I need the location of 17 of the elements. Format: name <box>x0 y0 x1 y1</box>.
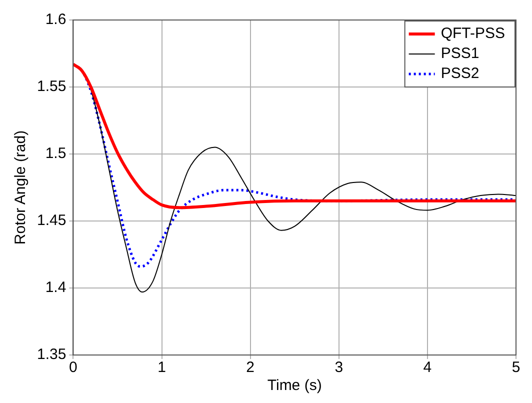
legend-label: QFT-PSS <box>440 25 506 42</box>
x-tick-label: 3 <box>334 359 344 376</box>
x-axis-title: Time (s) <box>267 377 322 394</box>
x-tick-label: 2 <box>246 359 254 376</box>
x-tick-label: 4 <box>423 359 432 376</box>
x-tick-label: 1 <box>158 359 166 376</box>
y-tick-label: 1.5 <box>45 145 66 162</box>
y-tick-label: 1.4 <box>45 279 66 296</box>
x-tick-label: 5 <box>512 359 520 376</box>
legend-label: PSS2 <box>440 65 480 82</box>
y-tick-label: 1.35 <box>36 346 66 364</box>
y-tick-label: 1.55 <box>36 78 66 96</box>
y-axis-title: Rotor Angle (rad) <box>12 130 30 245</box>
x-tick-label: 0 <box>69 359 78 376</box>
y-tick-label: 1.6 <box>45 11 66 28</box>
y-tick-label: 1.45 <box>36 212 66 230</box>
legend-label: PSS1 <box>440 45 480 62</box>
